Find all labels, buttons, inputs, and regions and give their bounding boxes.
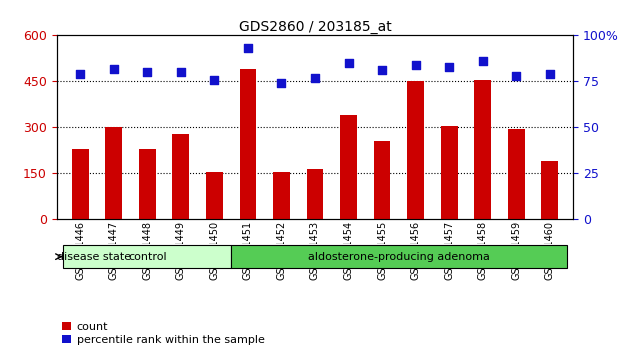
Point	[343, 60, 353, 66]
Bar	[340, 115, 357, 219]
Bar	[206, 172, 223, 219]
Text: disease state: disease state	[57, 252, 132, 262]
Bar	[474, 80, 491, 219]
Point	[411, 62, 421, 68]
Point	[75, 71, 85, 77]
Text: aldosterone-producing adenoma: aldosterone-producing adenoma	[308, 252, 490, 262]
Point	[310, 75, 320, 81]
Bar	[508, 129, 525, 219]
Bar	[273, 172, 290, 219]
Point	[209, 77, 219, 82]
Point	[511, 73, 521, 79]
Bar	[374, 141, 391, 219]
Bar	[72, 149, 89, 219]
Bar	[541, 161, 558, 219]
Point	[176, 69, 186, 75]
Bar	[173, 133, 189, 219]
Bar	[441, 126, 457, 219]
Bar	[307, 170, 323, 219]
FancyBboxPatch shape	[231, 246, 566, 268]
Point	[243, 45, 253, 51]
Point	[444, 64, 454, 69]
Legend: count, percentile rank within the sample: count, percentile rank within the sample	[62, 321, 265, 345]
Text: control: control	[128, 252, 166, 262]
Title: GDS2860 / 203185_at: GDS2860 / 203185_at	[239, 21, 391, 34]
Bar	[139, 149, 156, 219]
FancyBboxPatch shape	[64, 246, 231, 268]
Point	[478, 58, 488, 64]
Point	[545, 71, 555, 77]
Point	[377, 68, 387, 73]
Bar	[407, 81, 424, 219]
Point	[109, 66, 119, 72]
Point	[277, 80, 287, 86]
Bar	[239, 69, 256, 219]
Point	[142, 69, 152, 75]
Bar	[105, 127, 122, 219]
